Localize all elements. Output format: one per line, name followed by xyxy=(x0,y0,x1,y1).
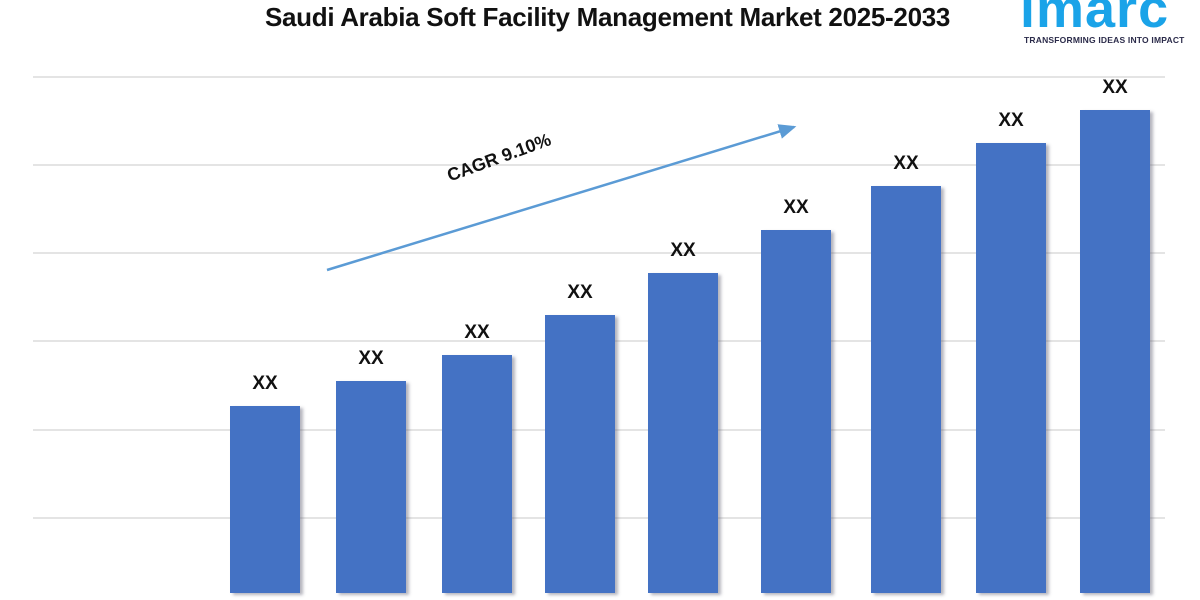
bar-2025 xyxy=(230,406,300,593)
data-label-2025: XX xyxy=(252,373,278,394)
bar-2033 xyxy=(1080,110,1150,593)
data-label-2027: XX xyxy=(464,322,490,343)
bar-2031 xyxy=(871,186,941,593)
data-label-2030: XX xyxy=(783,197,809,218)
gridline xyxy=(33,76,1165,78)
bar-2030 xyxy=(761,230,831,593)
bar-2027 xyxy=(442,355,512,593)
data-label-2029: XX xyxy=(670,240,696,261)
bar-2028 xyxy=(545,315,615,593)
chart-title: Saudi Arabia Soft Facility Management Ma… xyxy=(264,2,951,32)
bar-2026 xyxy=(336,381,406,593)
imarc-logo: imarc TRANSFORMING IDEAS INTO IMPACT xyxy=(1020,0,1200,45)
bar-2029 xyxy=(648,273,718,593)
data-label-2026: XX xyxy=(358,348,384,369)
data-label-2033: XX xyxy=(1102,77,1128,98)
data-label-2028: XX xyxy=(567,282,593,303)
gridline xyxy=(33,164,1165,166)
data-label-2031: XX xyxy=(893,153,919,174)
logo-wordmark: imarc xyxy=(1020,0,1170,39)
gridline xyxy=(33,252,1165,254)
bar-2032 xyxy=(976,143,1046,593)
logo-tagline: TRANSFORMING IDEAS INTO IMPACT xyxy=(1024,35,1185,45)
data-label-2032: XX xyxy=(998,110,1024,131)
